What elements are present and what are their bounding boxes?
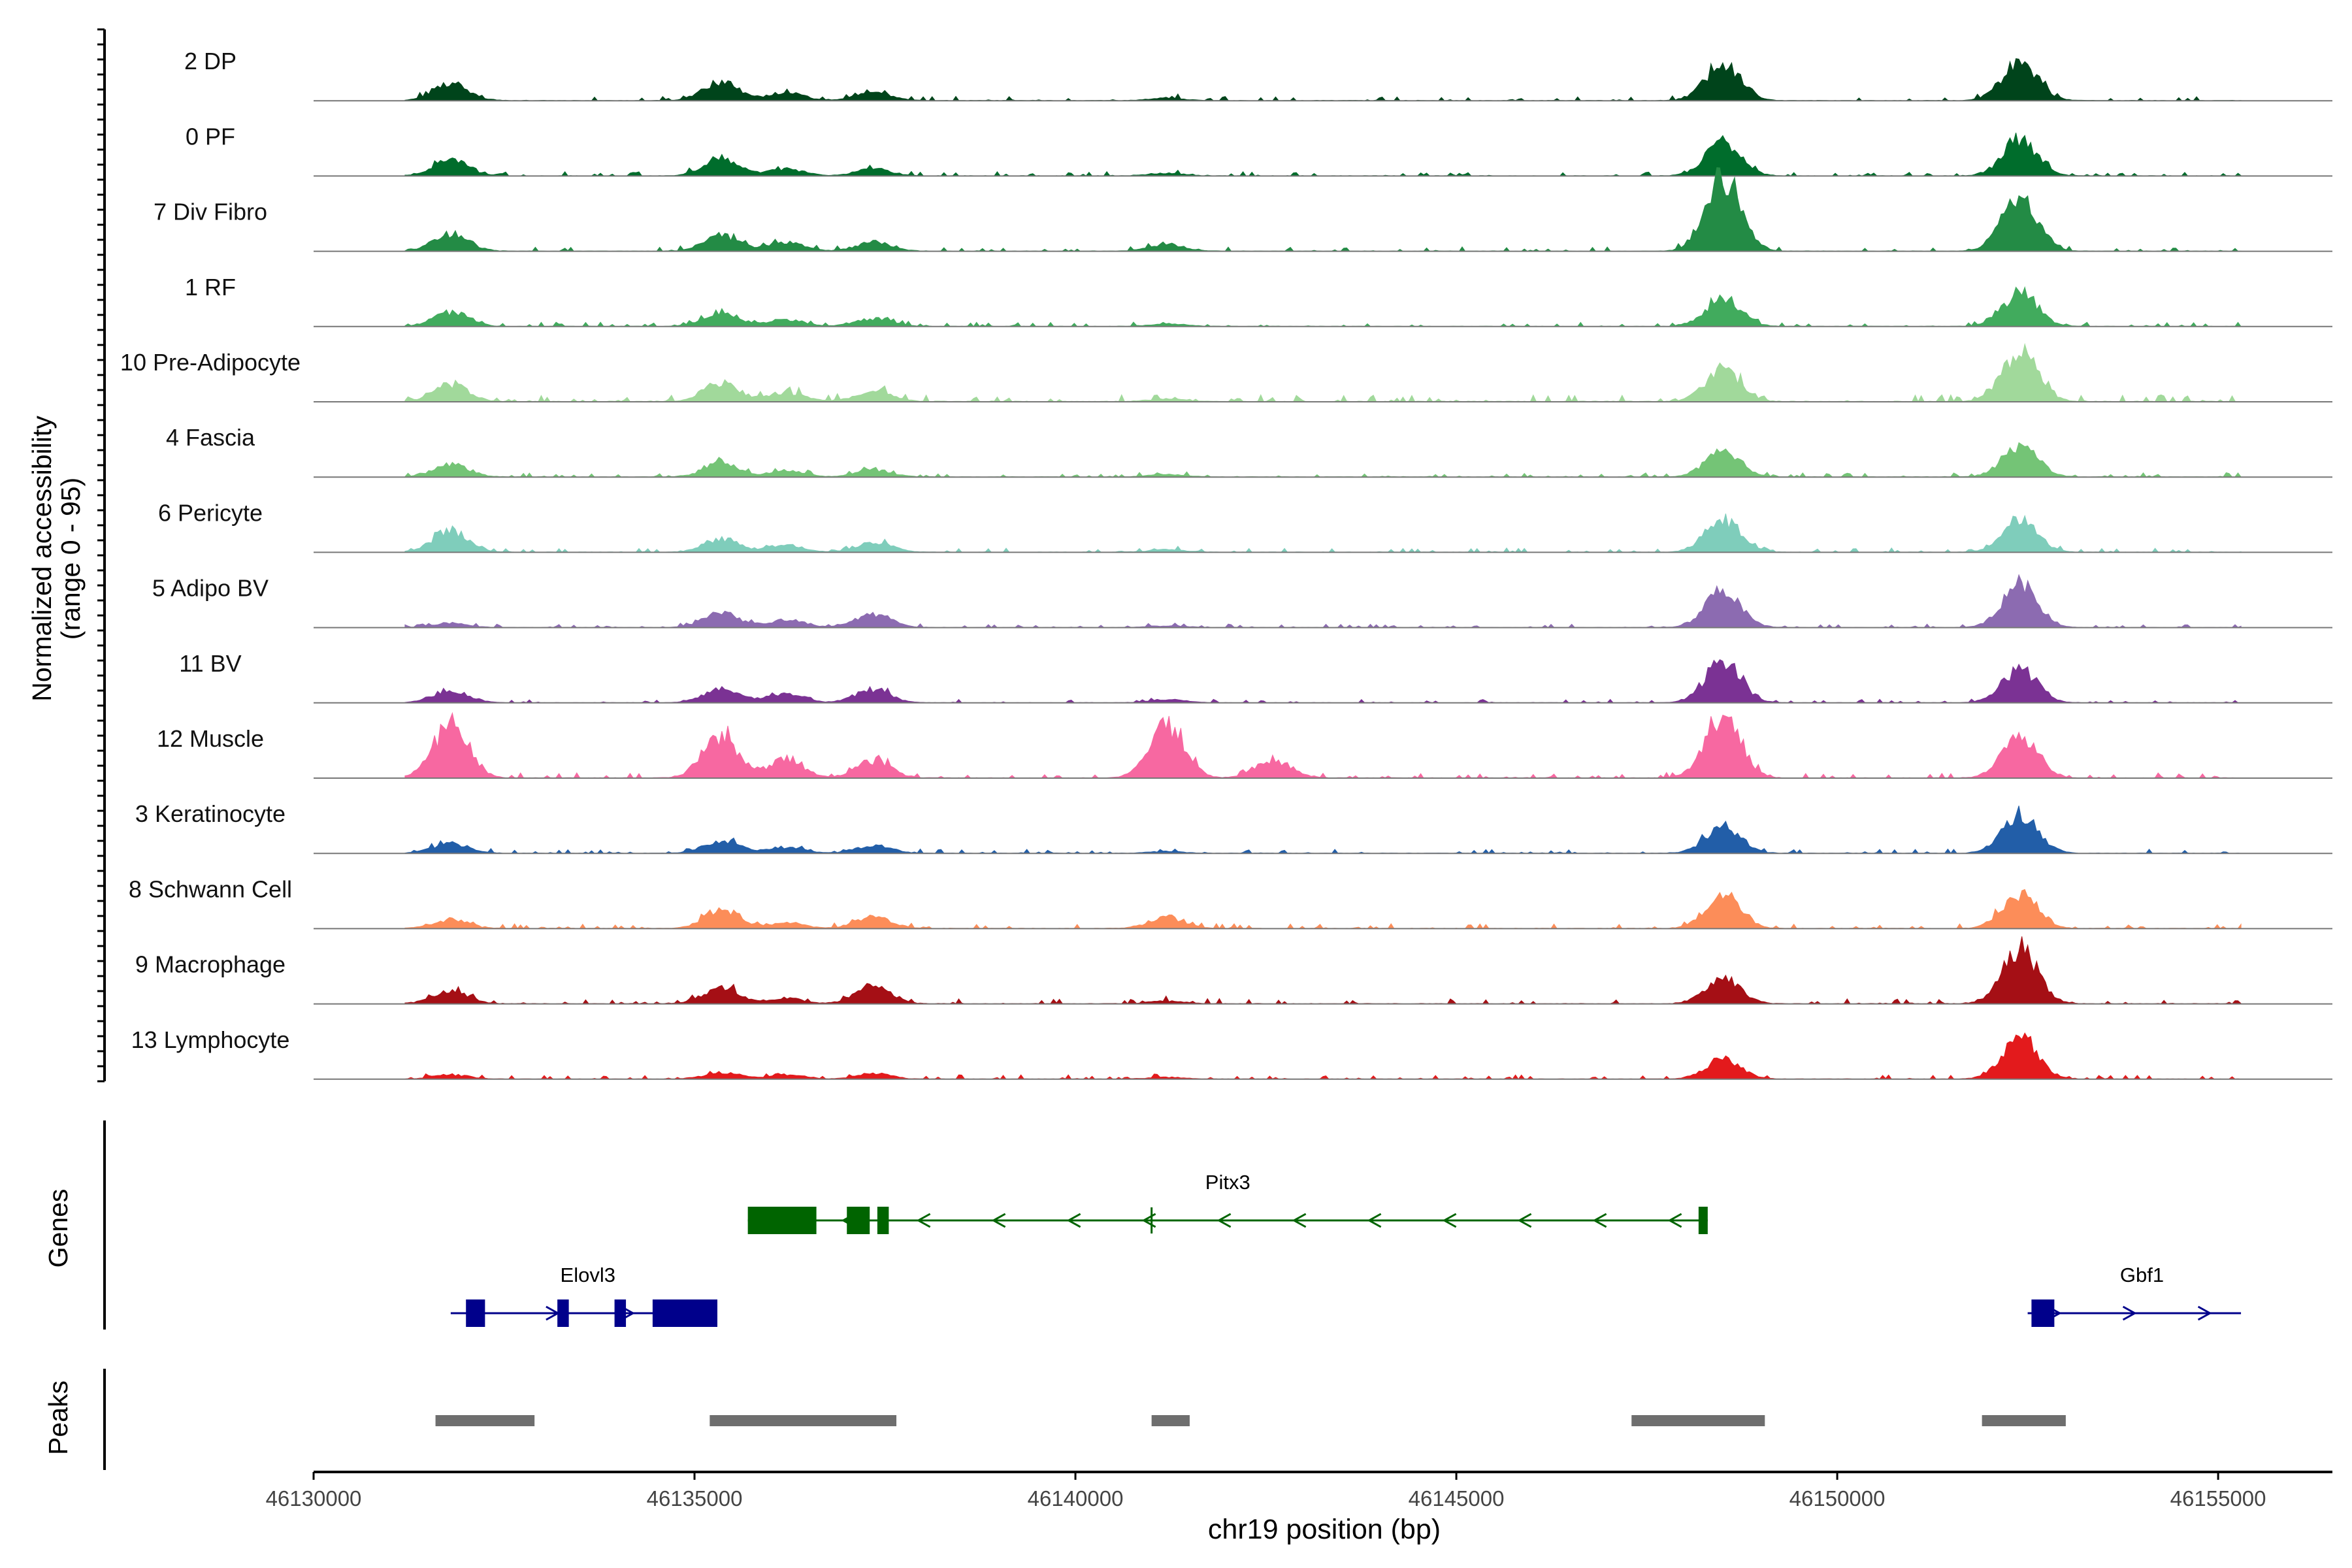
track-2-dp: 2 DP bbox=[184, 48, 2332, 102]
peak-region bbox=[1151, 1415, 1190, 1426]
track-8-schwann-cell: 8 Schwann Cell bbox=[129, 875, 2332, 930]
gene-elovl3: Elovl3 bbox=[450, 1264, 717, 1327]
genes-panel-label: Genes bbox=[43, 1189, 73, 1268]
coverage-area bbox=[404, 711, 2242, 779]
track-label: 10 Pre-Adipocyte bbox=[120, 349, 301, 376]
x-tick-label: 46155000 bbox=[2170, 1486, 2266, 1511]
track-6-pericyte: 6 Pericyte bbox=[158, 499, 2332, 553]
strand-arrow bbox=[1517, 1213, 1532, 1228]
track-label: 9 Macrophage bbox=[135, 951, 286, 978]
peaks-panel bbox=[435, 1415, 2066, 1426]
strand-arrow bbox=[1217, 1213, 1232, 1228]
track-label: 0 PF bbox=[186, 123, 235, 150]
track-label: 3 Keratinocyte bbox=[135, 800, 286, 827]
exon bbox=[1698, 1207, 1708, 1234]
track-10-pre-adipocyte: 10 Pre-Adipocyte bbox=[120, 342, 2332, 403]
y-axis-title: Normalized accessibility bbox=[27, 416, 57, 702]
track-3-keratinocyte: 3 Keratinocyte bbox=[135, 800, 2332, 855]
coverage-tracks: 2 DP 0 PF 7 Div Fibro 1 RF 10 Pre-Adipocyte 4… bbox=[120, 48, 2332, 1080]
track-label: 2 DP bbox=[184, 48, 237, 74]
track-5-adipo-bv: 5 Adipo BV bbox=[152, 574, 2332, 629]
strand-arrow bbox=[991, 1213, 1006, 1228]
gene-label: Pitx3 bbox=[1205, 1171, 1250, 1194]
track-label: 5 Adipo BV bbox=[152, 575, 269, 602]
x-tick-label: 46135000 bbox=[647, 1486, 743, 1511]
gene-label: Gbf1 bbox=[2120, 1264, 2164, 1286]
strand-arrow bbox=[1292, 1213, 1307, 1228]
x-tick-label: 46145000 bbox=[1409, 1486, 1505, 1511]
strand-arrow bbox=[1442, 1213, 1457, 1228]
track-label: 11 BV bbox=[179, 650, 241, 677]
peaks-panel-label: Peaks bbox=[43, 1380, 73, 1455]
peak-region bbox=[435, 1415, 535, 1426]
strand-arrow bbox=[1592, 1213, 1607, 1228]
strand-arrow bbox=[1066, 1213, 1081, 1228]
x-tick-label: 46140000 bbox=[1028, 1486, 1124, 1511]
strand-arrow bbox=[1667, 1213, 1682, 1228]
track-1-rf: 1 RF bbox=[185, 274, 2332, 327]
strand-arrow bbox=[1367, 1213, 1382, 1228]
x-axis: 46130000 46135000 46140000 46145000 46150000… bbox=[266, 1471, 2332, 1511]
genes-panel: Pitx3 Elovl3 Gbf1 bbox=[450, 1171, 2242, 1327]
track-13-lymphocyte: 13 Lymphocyte bbox=[131, 1026, 2332, 1080]
track-4-fascia: 4 Fascia bbox=[166, 424, 2332, 478]
exon bbox=[557, 1299, 569, 1327]
exon bbox=[2031, 1299, 2055, 1327]
gene-label: Elovl3 bbox=[561, 1264, 615, 1286]
exon bbox=[466, 1299, 485, 1327]
peak-region bbox=[1982, 1415, 2066, 1426]
exon bbox=[747, 1207, 817, 1234]
strand-arrow bbox=[2122, 1305, 2137, 1321]
peak-region bbox=[710, 1415, 897, 1426]
track-11-bv: 11 BV bbox=[179, 650, 2332, 704]
gene-gbf1: Gbf1 bbox=[2027, 1264, 2242, 1327]
exon bbox=[652, 1299, 717, 1327]
track-9-macrophage: 9 Macrophage bbox=[135, 936, 2332, 1005]
strand-arrow bbox=[916, 1213, 931, 1228]
track-12-muscle: 12 Muscle bbox=[157, 711, 2332, 779]
x-tick-label: 46150000 bbox=[1789, 1486, 1886, 1511]
track-0-pf: 0 PF bbox=[186, 123, 2332, 177]
x-axis-title: chr19 position (bp) bbox=[1208, 1514, 1441, 1545]
track-label: 6 Pericyte bbox=[158, 499, 263, 526]
track-label: 7 Div Fibro bbox=[154, 199, 267, 225]
track-7-div-fibro: 7 Div Fibro bbox=[154, 167, 2332, 252]
strand-arrow bbox=[2197, 1305, 2212, 1321]
peak-region bbox=[1631, 1415, 1765, 1426]
gene-pitx3: Pitx3 bbox=[747, 1171, 1708, 1234]
x-tick-label: 46130000 bbox=[266, 1486, 362, 1511]
track-label: 4 Fascia bbox=[166, 424, 255, 451]
track-label: 12 Muscle bbox=[157, 725, 264, 752]
track-label: 8 Schwann Cell bbox=[129, 875, 292, 902]
y-axis-range-label: (range 0 - 95) bbox=[56, 478, 86, 640]
track-label: 1 RF bbox=[185, 274, 236, 301]
exon bbox=[877, 1207, 889, 1234]
exon bbox=[614, 1299, 627, 1327]
track-label: 13 Lymphocyte bbox=[131, 1026, 290, 1053]
exon bbox=[847, 1207, 870, 1234]
